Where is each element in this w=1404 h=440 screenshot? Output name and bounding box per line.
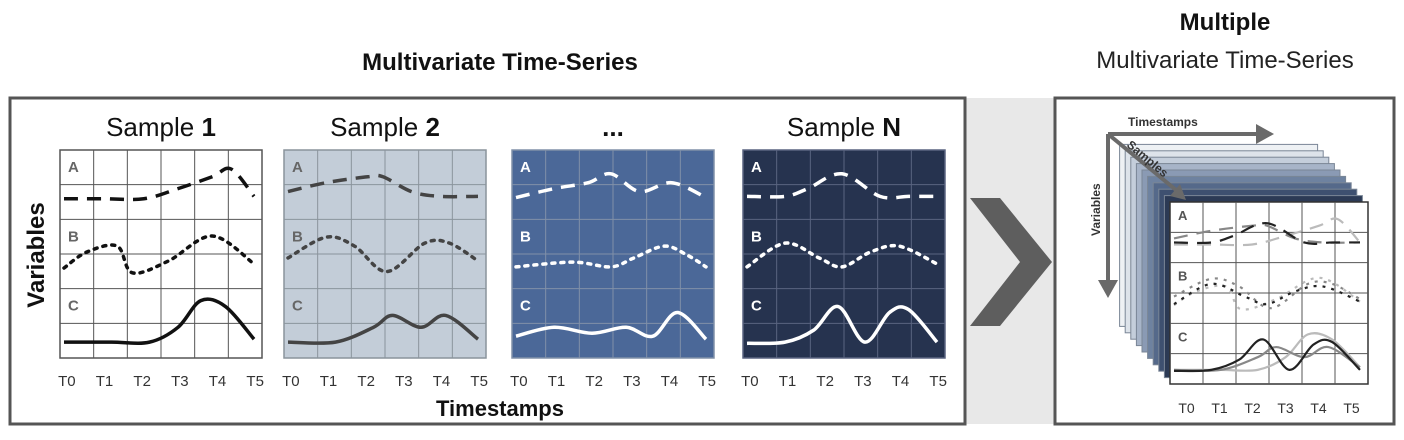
timestamp-tick: T5 (929, 373, 947, 390)
timestamp-tick: T0 (741, 373, 759, 390)
arrow-head-icon (1098, 280, 1118, 298)
series-line (746, 172, 937, 200)
sample-title-prefix: Sample (330, 112, 425, 142)
variable-letter: C (68, 298, 79, 315)
series-line (514, 244, 708, 269)
timestamp-tick: T5 (698, 373, 716, 390)
timestamp-tick: T3 (395, 373, 413, 390)
series-line (1173, 222, 1360, 245)
series-line (746, 304, 939, 346)
cube-timestamps-label: Timestamps (1128, 115, 1198, 129)
variable-letter: B (68, 228, 79, 245)
variable-letter: A (751, 159, 762, 176)
variable-letter: B (292, 228, 303, 245)
series-line (515, 310, 708, 341)
timestamp-tick: T3 (854, 373, 872, 390)
sample-title: Sample 2 (330, 112, 440, 142)
timestamp-tick: T1 (1211, 400, 1228, 416)
variable-letter: A (520, 159, 531, 176)
sample-panel: Sample 2 A B C T0 T1 T2 T3 T4 T5 (282, 112, 488, 390)
sample-title-id: N (882, 112, 901, 142)
timestamp-tick: T5 (246, 373, 264, 390)
timestamp-tick: T2 (585, 373, 603, 390)
samples-axis-arrow (1106, 132, 1178, 192)
series-line (63, 166, 256, 202)
variable-letter: B (1178, 269, 1187, 284)
timestamp-tick: T0 (282, 373, 300, 390)
series-line (1173, 282, 1361, 306)
variable-letter: A (292, 159, 303, 176)
timestamp-tick: T2 (357, 373, 375, 390)
timestamp-tick: T0 (510, 373, 528, 390)
sample-title-prefix: Sample (106, 112, 201, 142)
sample-panel: Sample N A B C T0 T1 T2 T3 T4 T5 (741, 112, 947, 390)
sample-title-prefix: Sample (787, 112, 882, 142)
timestamp-tick: T0 (58, 373, 76, 390)
variable-letter: A (1178, 208, 1188, 223)
sample-title: Sample N (787, 112, 901, 142)
timestamp-tick: T4 (661, 373, 679, 390)
chevron-right-icon (970, 198, 1052, 326)
series-line (287, 313, 480, 345)
timestamp-tick: T1 (548, 373, 566, 390)
sample-title-id: 1 (201, 112, 215, 142)
timestamp-tick: T3 (623, 373, 641, 390)
variable-letter: B (751, 228, 762, 245)
timestamp-tick: T2 (1244, 400, 1261, 416)
series-line (62, 234, 256, 275)
series-line (1173, 277, 1361, 310)
timestamp-tick: T3 (171, 373, 189, 390)
timestamp-tick: T1 (779, 373, 797, 390)
series-line (286, 235, 480, 274)
series-line (1173, 345, 1361, 372)
timestamp-tick: T1 (320, 373, 338, 390)
sample-title: ... (602, 112, 624, 142)
timestamp-tick: T4 (892, 373, 910, 390)
variable-letter: C (751, 298, 762, 315)
main-title: Multivariate Time-Series (362, 49, 638, 76)
arrow-head-icon (1256, 124, 1274, 144)
variable-letter: A (68, 159, 79, 176)
timestamp-tick: T4 (209, 373, 227, 390)
variable-letter: C (292, 298, 303, 315)
timestamp-tick: T5 (470, 373, 488, 390)
timestamp-tick: T3 (1277, 400, 1294, 416)
series-line (515, 171, 707, 200)
x-axis-label: Timestamps (436, 396, 564, 421)
sample-panel: ... A B C T0 T1 T2 T3 T4 T5 (510, 112, 716, 390)
series-line (1173, 338, 1361, 373)
sample-title-id: 2 (425, 112, 439, 142)
sample-title: Sample 1 (106, 112, 216, 142)
arrow-head-icon (1170, 184, 1186, 200)
cube-variables-label: Variables (1089, 183, 1103, 236)
variable-letter: C (520, 298, 531, 315)
series-line (1173, 223, 1361, 244)
right-title-bold: Multiple (1180, 9, 1271, 36)
timestamp-tick: T1 (96, 373, 114, 390)
right-title: Multivariate Time-Series (1096, 47, 1353, 74)
timestamp-tick: T4 (433, 373, 451, 390)
series-line (64, 297, 256, 345)
timestamp-tick: T0 (1178, 400, 1195, 416)
multivariate-panel-frame (8, 96, 967, 426)
y-axis-label: Variables (23, 202, 50, 307)
series-line (1174, 217, 1361, 247)
multiple-mts-panel-frame (1053, 96, 1396, 426)
variable-letter: B (520, 228, 531, 245)
sample-panel: Sample 1 A B C T0 T1 T2 T3 T4 T5 (58, 112, 264, 390)
variable-letter: C (1178, 329, 1188, 344)
timestamp-tick: T2 (133, 373, 151, 390)
series-line (745, 241, 939, 269)
series-line (287, 173, 479, 199)
timestamp-tick: T4 (1310, 400, 1327, 416)
timestamp-tick: T2 (816, 373, 834, 390)
timestamp-tick: T5 (1343, 400, 1360, 416)
